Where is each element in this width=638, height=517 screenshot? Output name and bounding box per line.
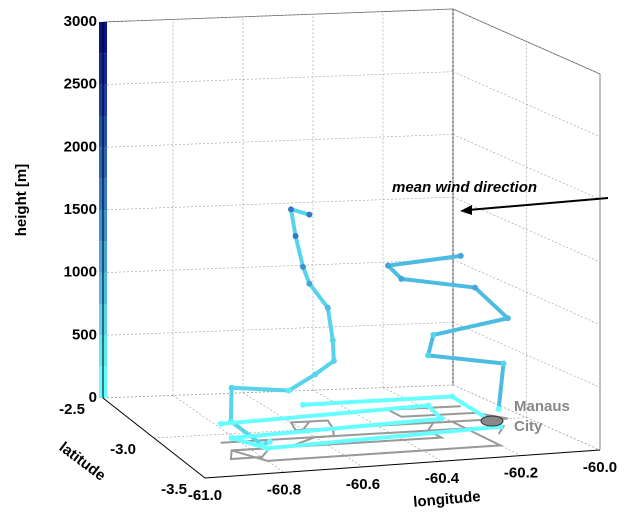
track-point: [217, 420, 224, 427]
grid-line: [452, 196, 601, 263]
x-tick-label: -60.4: [425, 470, 460, 487]
track-point: [504, 315, 511, 322]
x-tick-label: -60.8: [267, 481, 301, 498]
track-point: [500, 360, 507, 367]
grid-line: [102, 71, 454, 85]
z-tick-label: 2500: [64, 76, 97, 93]
z-tick-label: 3000: [64, 13, 97, 30]
x-tick-label: -60.0: [583, 459, 617, 476]
grid-line: [102, 322, 454, 336]
track: [220, 394, 503, 451]
y-tick-label: -2.5: [59, 401, 85, 418]
track-point: [472, 284, 478, 291]
track-point: [329, 337, 336, 344]
city-label: City: [514, 418, 543, 435]
grid-line: [452, 384, 601, 451]
arrow-head: [460, 205, 472, 215]
x-tick-label: -60.6: [346, 476, 380, 493]
track-point: [495, 405, 502, 412]
wind-arrow: [467, 197, 609, 211]
z-tick-label: 1500: [64, 201, 97, 218]
x-axis: [204, 449, 601, 479]
track-point: [425, 352, 432, 359]
city-marker: [480, 415, 504, 427]
y-axis-label: latitude: [56, 439, 109, 485]
track-point: [306, 211, 313, 218]
track-point: [312, 371, 318, 378]
track-point: [266, 438, 273, 445]
z-tick-label: 500: [72, 326, 97, 343]
grid-line: [452, 322, 601, 388]
track-point: [264, 445, 271, 452]
x-axis-label: longitude: [413, 488, 482, 511]
track-point: [228, 434, 235, 441]
y-tick-label: -3.0: [110, 441, 136, 458]
track-point: [324, 304, 331, 311]
grid-line: [452, 8, 601, 75]
z-tick-label: 2000: [64, 138, 97, 155]
z-axis-label: height [m]: [13, 164, 30, 237]
z-tick-label: 0: [89, 389, 97, 406]
track-point: [285, 387, 292, 394]
track-point: [385, 262, 392, 269]
grid-line: [102, 259, 454, 273]
grid-line: [242, 392, 364, 468]
track-point: [306, 280, 313, 287]
grid-line: [452, 71, 601, 137]
track-point: [457, 252, 464, 259]
track-point: [292, 232, 299, 239]
annotation: mean wind direction: [392, 179, 537, 196]
track-point: [330, 357, 337, 364]
wall-edge: [102, 8, 454, 23]
z-tick-label: 1000: [64, 264, 97, 281]
grid-line: [452, 134, 601, 200]
y-tick-label: -3.5: [161, 481, 187, 498]
track: [386, 253, 510, 410]
track-point: [398, 275, 405, 282]
track-point: [430, 331, 437, 338]
track-point: [228, 384, 235, 391]
x-tick-label: -61.0: [188, 487, 222, 504]
x-tick-label: -60.2: [504, 465, 538, 482]
track-point: [300, 263, 306, 270]
track-point: [300, 401, 306, 408]
grid-line: [102, 196, 454, 211]
grid-line: [102, 134, 454, 148]
city-label: Manaus: [514, 398, 570, 415]
track: [228, 207, 336, 447]
track-point: [449, 393, 455, 400]
grid-line: [452, 259, 601, 325]
track-point: [288, 206, 294, 213]
y-axis: [102, 397, 206, 479]
track-point: [438, 415, 445, 422]
track-point: [425, 402, 432, 409]
